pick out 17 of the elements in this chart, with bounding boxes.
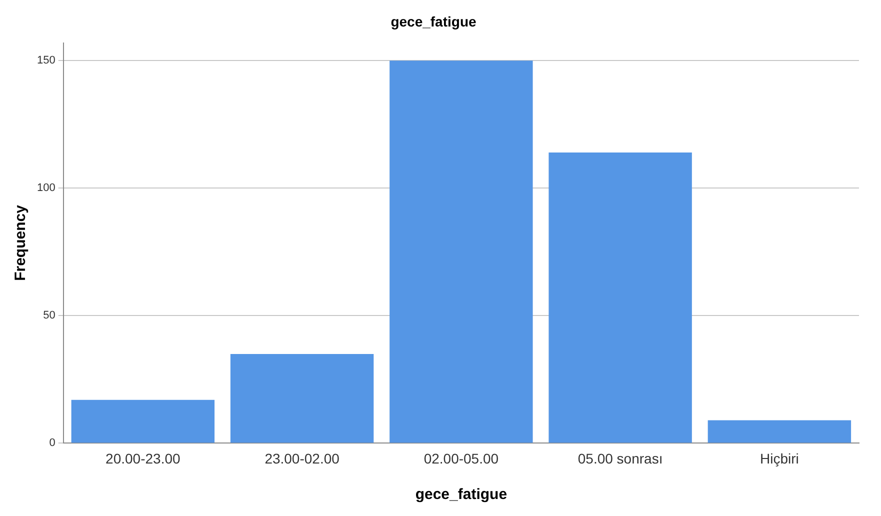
x-tick-label: 23.00-02.00 — [264, 450, 340, 466]
bar — [708, 420, 852, 443]
bar — [390, 60, 533, 443]
bar — [230, 354, 374, 443]
y-tick-label: 0 — [49, 437, 56, 450]
bar — [71, 400, 215, 443]
y-tick-label: 50 — [43, 310, 56, 322]
x-tick-label: 20.00-23.00 — [106, 450, 180, 466]
x-tick-label: Hiçbiri — [760, 450, 799, 466]
y-tick-label: 150 — [36, 54, 56, 67]
x-tick-label: 05.00 sonrası — [578, 450, 663, 466]
x-axis-title: gece_fatigue — [415, 486, 508, 504]
bar — [548, 152, 692, 443]
y-axis-title: Frequency — [12, 204, 30, 281]
chart-title: gece_fatigue — [390, 13, 477, 30]
y-tick-label: 100 — [36, 182, 56, 194]
x-tick-label: 02.00-05.00 — [424, 450, 499, 466]
